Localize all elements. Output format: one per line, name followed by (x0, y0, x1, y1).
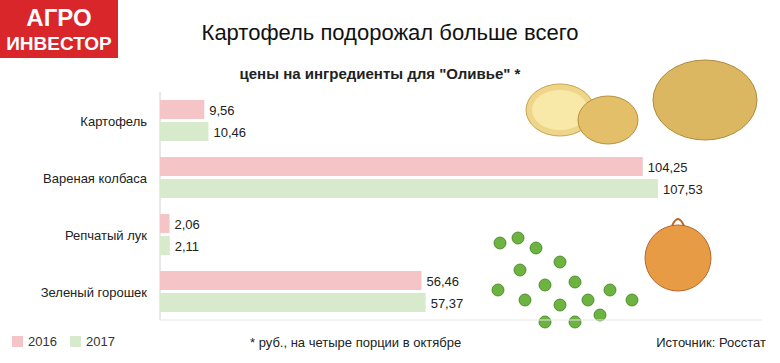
data-label: 2,11 (175, 239, 199, 254)
legend: 2016 2017 (12, 334, 115, 349)
axis-line (160, 320, 762, 321)
pea (569, 276, 581, 288)
chart-root: АГРОИНВЕСТОР Картофель подорожал больше в… (0, 0, 780, 363)
pea (539, 316, 551, 328)
category-label: Картофель (80, 114, 147, 129)
bar (160, 122, 208, 141)
pea (530, 242, 542, 254)
pea (582, 294, 594, 306)
logo-box (0, 0, 118, 58)
data-label: 107,53 (663, 182, 703, 197)
onion-top (672, 219, 684, 226)
bar (160, 179, 658, 198)
data-label: 57,37 (431, 296, 464, 311)
pea (492, 284, 504, 296)
pea (626, 294, 638, 306)
pea (554, 256, 566, 268)
potato-big (653, 60, 757, 140)
onion (645, 225, 711, 291)
pea (519, 294, 531, 306)
data-label: 9,56 (209, 103, 234, 118)
category-label: Вареная колбаса (43, 171, 148, 186)
bar (160, 236, 170, 255)
pea (594, 309, 606, 321)
bars (160, 100, 658, 312)
logo-text: АГРО (26, 4, 91, 31)
legend-swatch (70, 336, 81, 347)
potato (578, 96, 638, 144)
logo-text: ИНВЕСТОР (6, 33, 112, 54)
pea (539, 279, 551, 291)
bar (160, 271, 421, 290)
pea (554, 299, 566, 311)
pea (604, 284, 616, 296)
pea (494, 237, 506, 249)
legend-label: 2016 (28, 334, 57, 349)
legend-swatch (12, 336, 23, 347)
pea (512, 232, 524, 244)
pea (569, 316, 581, 328)
legend-label: 2017 (86, 334, 115, 349)
source: Источник: Росстат (656, 335, 766, 350)
data-label: 10,46 (213, 125, 246, 140)
title: Картофель подорожал больше всего (202, 20, 579, 45)
bar (160, 293, 426, 312)
data-label: 56,46 (426, 274, 459, 289)
bar (160, 100, 204, 119)
chart-svg: АГРОИНВЕСТОР Картофель подорожал больше в… (0, 0, 780, 363)
subtitle: цены на ингредиенты для "Оливье" * (240, 65, 521, 82)
bar (160, 157, 643, 176)
labels: Картофель 9,56 10,46 Вареная колбаса 104,25 1… (41, 103, 703, 311)
data-label: 104,25 (648, 160, 688, 175)
data-label: 2,06 (175, 217, 200, 232)
bar (160, 214, 170, 233)
category-label: Репчатый лук (65, 228, 147, 243)
pea (514, 264, 526, 276)
category-label: Зеленый горошек (41, 285, 148, 300)
note: * руб., на четыре порции в октябре (250, 335, 461, 350)
